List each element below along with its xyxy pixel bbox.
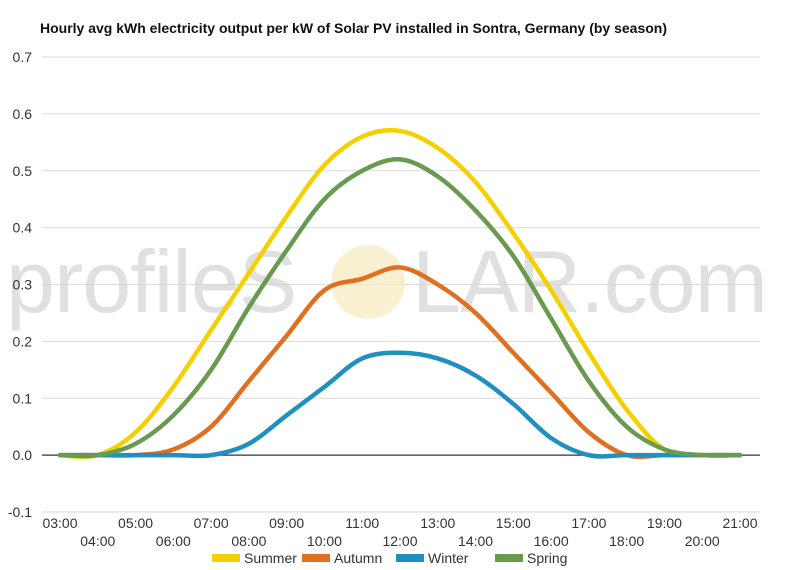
chart-title: Hourly avg kWh electricity output per kW… bbox=[40, 20, 667, 36]
series-lines bbox=[57, 127, 743, 460]
legend-item-summer[interactable]: Summer bbox=[212, 550, 297, 566]
legend-label: Summer bbox=[244, 550, 297, 566]
y-tick-label: 0.4 bbox=[13, 220, 33, 236]
y-tick-label: 0.1 bbox=[13, 390, 33, 406]
x-tick-label: 17:00 bbox=[571, 515, 606, 531]
x-tick-label: 14:00 bbox=[458, 533, 493, 549]
x-tick-label: 09:00 bbox=[269, 515, 304, 531]
x-tick-label: 20:00 bbox=[685, 533, 720, 549]
series-line-winter[interactable] bbox=[57, 350, 743, 459]
legend[interactable]: Summer Autumn Winter Spring bbox=[212, 550, 567, 566]
legend-label: Winter bbox=[428, 550, 469, 566]
legend-swatch bbox=[396, 554, 424, 562]
legend-item-spring[interactable]: Spring bbox=[495, 550, 567, 566]
y-tick-label: 0.3 bbox=[13, 277, 33, 293]
x-tick-label: 21:00 bbox=[722, 515, 757, 531]
x-tick-label: 18:00 bbox=[609, 533, 644, 549]
legend-swatch bbox=[302, 554, 330, 562]
series-line-summer[interactable] bbox=[57, 127, 743, 460]
y-tick-label: 0.2 bbox=[13, 333, 33, 349]
watermark-text-right: LAR.com bbox=[412, 232, 767, 331]
x-tick-label: 08:00 bbox=[231, 533, 266, 549]
x-tick-label: 04:00 bbox=[80, 533, 115, 549]
legend-item-autumn[interactable]: Autumn bbox=[302, 550, 382, 566]
legend-label: Spring bbox=[527, 550, 567, 566]
y-tick-label: 0.0 bbox=[13, 447, 33, 463]
y-tick-label: 0.5 bbox=[13, 163, 33, 179]
x-tick-label: 11:00 bbox=[345, 515, 379, 531]
legend-label: Autumn bbox=[334, 550, 382, 566]
x-tick-label: 07:00 bbox=[194, 515, 229, 531]
y-tick-label: -0.1 bbox=[8, 504, 32, 520]
watermark-text-left: profileS bbox=[6, 232, 296, 331]
legend-item-winter[interactable]: Winter bbox=[396, 550, 469, 566]
legend-swatch bbox=[495, 554, 523, 562]
x-tick-label: 12:00 bbox=[382, 533, 417, 549]
legend-swatch bbox=[212, 554, 240, 562]
y-tick-label: 0.6 bbox=[13, 106, 33, 122]
watermark: profileS LAR.com bbox=[6, 232, 768, 331]
y-tick-label: 0.7 bbox=[13, 49, 33, 65]
series-line-spring[interactable] bbox=[57, 157, 743, 459]
x-tick-label: 05:00 bbox=[118, 515, 153, 531]
x-tick-label: 15:00 bbox=[496, 515, 531, 531]
y-axis-ticks: -0.1 0.0 0.1 0.2 0.3 0.4 0.5 0.6 0.7 bbox=[8, 49, 32, 520]
x-tick-label: 19:00 bbox=[647, 515, 682, 531]
x-axis-ticks: 03:0004:0005:0006:0007:0008:0009:0010:00… bbox=[42, 515, 757, 549]
x-tick-label: 10:00 bbox=[307, 533, 342, 549]
x-tick-label: 13:00 bbox=[420, 515, 455, 531]
x-tick-label: 06:00 bbox=[156, 533, 191, 549]
x-tick-label: 03:00 bbox=[42, 515, 77, 531]
x-tick-label: 16:00 bbox=[534, 533, 569, 549]
watermark-sun-logo bbox=[331, 245, 405, 319]
